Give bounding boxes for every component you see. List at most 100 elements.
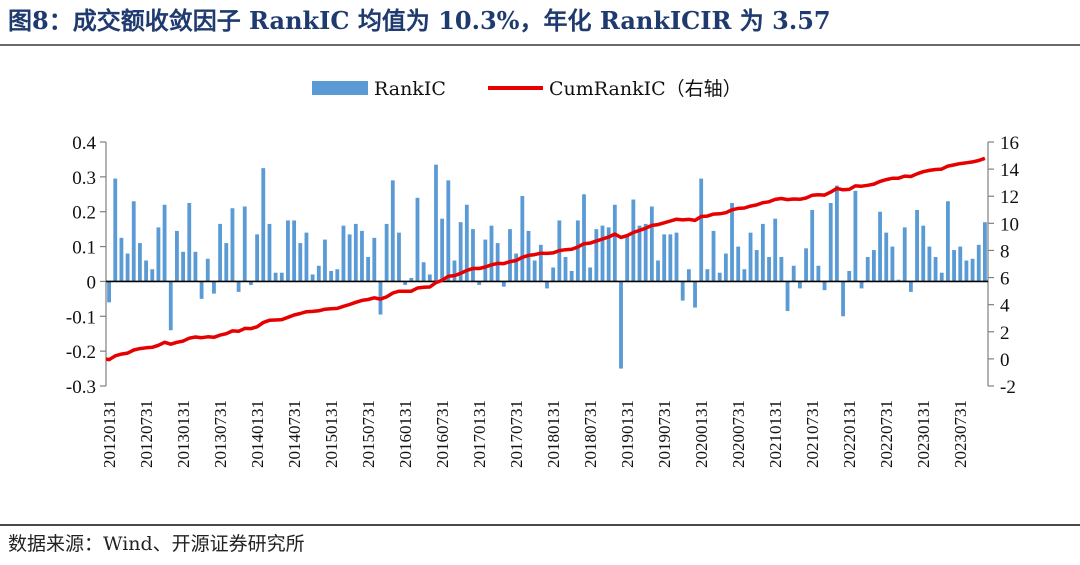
rankic-bar [983, 222, 987, 282]
rankic-bar [662, 234, 667, 282]
rankic-bar [390, 180, 395, 282]
rankic-bar [699, 178, 704, 282]
rankic-bar [212, 281, 216, 294]
rankic-bar [649, 206, 654, 282]
right-axis-tick-label: 2 [1000, 323, 1010, 344]
rankic-bar [902, 227, 907, 282]
rankic-bar [668, 234, 673, 282]
rankic-bar [538, 244, 543, 282]
rankic-bar [162, 204, 167, 282]
data-source-note: 数据来源：Wind、开源证券研究所 [8, 533, 305, 555]
rankic-bar [619, 281, 623, 369]
rankic-bar [797, 281, 802, 289]
chart-axes [105, 142, 989, 386]
x-axis-tick-label: 20220731 [877, 400, 896, 468]
legend-label-cumrankic: CumRankIC（右轴） [549, 78, 742, 100]
rankic-bar [594, 229, 599, 282]
cumrankic-line [105, 156, 986, 362]
rankic-bar [921, 225, 926, 282]
left-axis-tick-label: 0.4 [72, 133, 96, 154]
legend-label-rankic: RankIC [374, 78, 446, 100]
rankic-bar [871, 250, 876, 282]
rankic-bar [810, 209, 815, 282]
rankic-bar [236, 281, 241, 292]
rankic-bar [760, 223, 765, 282]
rankic-bar [156, 227, 161, 282]
left-axis-tick-label: 0.2 [72, 203, 96, 224]
rankic-bar [187, 203, 192, 282]
right-axis-tick-label: 16 [1000, 133, 1019, 154]
rankic-bar [563, 257, 568, 282]
right-axis-tick-label: 12 [1000, 187, 1019, 208]
right-axis-tick-label: 14 [1000, 160, 1020, 181]
rankic-bar [329, 270, 334, 282]
x-axis-tick-label: 20230731 [951, 400, 970, 468]
rankic-bar [946, 201, 950, 282]
rankic-bar [859, 281, 864, 289]
rankic-bar [230, 208, 235, 282]
rankic-bar [514, 253, 519, 282]
rankic-bar [489, 225, 494, 282]
rankic-bar [643, 223, 648, 282]
rankic-bar [773, 218, 778, 282]
rankic-bar [569, 270, 574, 282]
rankic-bar [853, 190, 858, 282]
x-axis-tick-label: 20190131 [618, 400, 637, 468]
rankic-bar [335, 269, 340, 282]
rankic-bar [723, 253, 728, 282]
rankic-bar [304, 232, 309, 282]
rankic-bar [631, 199, 636, 282]
x-axis-tick-label: 20130131 [174, 400, 193, 468]
rankic-bar [532, 260, 537, 282]
legend-swatch-rankic [312, 81, 368, 95]
rankic-bar [242, 206, 247, 282]
rankic-bar [409, 277, 414, 282]
left-axis-tick-label: 0.1 [72, 238, 96, 259]
rankic-bar [600, 225, 605, 282]
x-axis-tick-label: 20230131 [914, 400, 933, 468]
rankic-bar [612, 204, 617, 282]
x-axis-tick-label: 20170731 [507, 400, 526, 468]
rankic-bar [483, 239, 488, 282]
rankic-chart: RankIC CumRankIC（右轴） -0.3 -0.2 -0.1 0 0.1 0.2… [66, 78, 1020, 468]
rankic-bar [711, 230, 716, 282]
rankic-bar [501, 281, 506, 287]
rankic-bar [205, 258, 210, 282]
rankic-bar [847, 270, 852, 282]
rankic-bar [896, 279, 901, 282]
rankic-bar [680, 281, 685, 301]
x-axis-tick-label: 20120731 [137, 400, 156, 468]
rankic-bar [952, 250, 956, 282]
rankic-bar [273, 272, 278, 282]
rankic-bar [779, 257, 784, 282]
rankic-bar [908, 281, 913, 292]
rankic-bar [113, 178, 118, 282]
rankic-bar [477, 281, 482, 285]
rankic-bars [107, 164, 987, 369]
right-axis-ticks: -2 0 2 4 6 8 10 12 14 16 [988, 133, 1020, 398]
rankic-bar [828, 203, 833, 282]
rankic-bar [816, 265, 821, 282]
rankic-bar [434, 164, 438, 282]
rankic-bar [785, 281, 790, 312]
rankic-bar [421, 262, 426, 282]
rankic-bar [119, 237, 124, 282]
rankic-bar [316, 265, 321, 282]
rankic-bar [575, 220, 580, 282]
rankic-bar [933, 257, 938, 282]
rankic-bar [446, 180, 451, 282]
rankic-bar [107, 281, 111, 303]
right-axis-tick-label: 6 [1000, 269, 1010, 290]
rankic-bar [471, 229, 475, 282]
rankic-bar [131, 201, 136, 282]
rankic-bar [360, 230, 364, 282]
rankic-bar [705, 269, 710, 282]
x-axis-tick-label: 20210731 [803, 400, 822, 468]
rankic-bar [625, 236, 630, 282]
rankic-bar [452, 260, 457, 282]
rankic-bar [958, 246, 963, 282]
x-axis-tick-label: 20170131 [470, 400, 489, 468]
rankic-bar [366, 257, 371, 282]
x-axis-tick-label: 20140731 [285, 400, 304, 468]
left-axis-tick-label: 0 [87, 272, 97, 293]
